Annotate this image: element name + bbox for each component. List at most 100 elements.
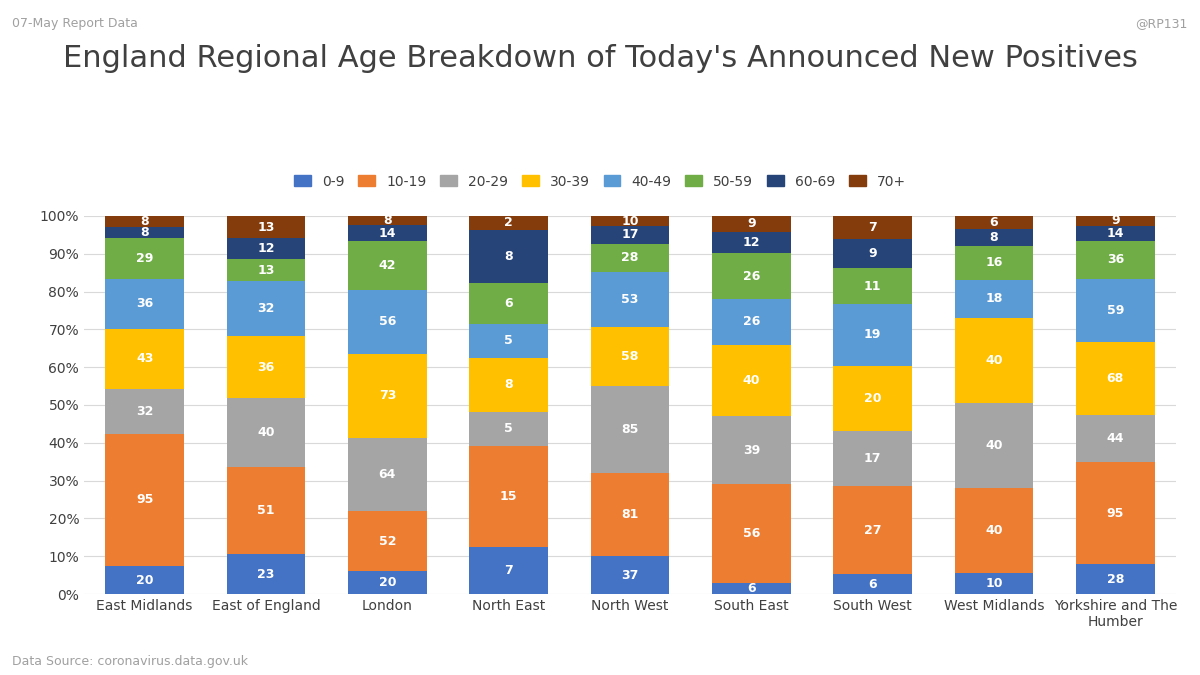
Text: 28: 28 xyxy=(622,252,638,265)
Text: 8: 8 xyxy=(140,215,149,228)
Bar xyxy=(590,473,670,556)
Bar xyxy=(712,485,791,583)
Bar xyxy=(469,446,548,547)
Bar xyxy=(954,403,1033,488)
Bar xyxy=(712,232,791,253)
Text: 26: 26 xyxy=(743,269,760,283)
Text: 13: 13 xyxy=(257,264,275,277)
Text: 11: 11 xyxy=(864,279,882,292)
Text: 37: 37 xyxy=(622,568,638,582)
Text: 68: 68 xyxy=(1106,373,1124,385)
Bar xyxy=(227,336,306,398)
Bar xyxy=(1076,279,1154,342)
Bar xyxy=(590,226,670,244)
Text: 23: 23 xyxy=(257,568,275,580)
Text: 9: 9 xyxy=(748,217,756,230)
Text: 73: 73 xyxy=(379,389,396,402)
Bar xyxy=(227,216,306,238)
Text: 56: 56 xyxy=(743,527,760,541)
Text: 07-May Report Data: 07-May Report Data xyxy=(12,17,138,30)
Text: 39: 39 xyxy=(743,443,760,456)
Text: 7: 7 xyxy=(869,221,877,234)
Bar xyxy=(1076,415,1154,462)
Bar xyxy=(954,573,1033,594)
Text: @RP131: @RP131 xyxy=(1135,17,1188,30)
Bar xyxy=(833,304,912,366)
Bar xyxy=(348,225,427,241)
Bar xyxy=(833,268,912,304)
Text: 17: 17 xyxy=(622,228,638,242)
Bar xyxy=(1076,225,1154,240)
Bar xyxy=(348,354,427,438)
Bar xyxy=(833,487,912,574)
Bar xyxy=(833,431,912,487)
Bar xyxy=(590,386,670,473)
Text: 40: 40 xyxy=(257,426,275,439)
Bar xyxy=(106,389,184,433)
Bar xyxy=(833,574,912,594)
Text: 59: 59 xyxy=(1106,304,1124,317)
Bar xyxy=(348,290,427,354)
Legend: 0-9, 10-19, 20-29, 30-39, 40-49, 50-59, 60-69, 70+: 0-9, 10-19, 20-29, 30-39, 40-49, 50-59, … xyxy=(289,169,911,194)
Text: 32: 32 xyxy=(136,405,154,418)
Text: 6: 6 xyxy=(504,297,512,310)
Bar xyxy=(833,366,912,431)
Bar xyxy=(469,230,548,284)
Bar xyxy=(954,246,1033,279)
Text: 8: 8 xyxy=(383,214,391,227)
Text: 10: 10 xyxy=(985,577,1003,590)
Text: 8: 8 xyxy=(990,231,998,244)
Text: England Regional Age Breakdown of Today's Announced New Positives: England Regional Age Breakdown of Today'… xyxy=(62,44,1138,73)
Text: 42: 42 xyxy=(378,259,396,272)
Text: 8: 8 xyxy=(504,250,512,263)
Bar xyxy=(469,324,548,358)
Text: 51: 51 xyxy=(257,504,275,517)
Text: 2: 2 xyxy=(504,216,514,230)
Text: 20: 20 xyxy=(378,576,396,589)
Bar xyxy=(712,299,791,345)
Bar xyxy=(469,284,548,324)
Bar xyxy=(712,583,791,594)
Bar xyxy=(106,216,184,227)
Text: 95: 95 xyxy=(1106,507,1124,520)
Bar xyxy=(712,345,791,416)
Text: 14: 14 xyxy=(378,227,396,240)
Text: 36: 36 xyxy=(257,360,275,374)
Text: 36: 36 xyxy=(1106,253,1124,267)
Text: 52: 52 xyxy=(378,535,396,547)
Bar xyxy=(590,272,670,327)
Text: 8: 8 xyxy=(140,226,149,239)
Text: 44: 44 xyxy=(1106,432,1124,446)
Text: 36: 36 xyxy=(136,298,154,310)
Text: 53: 53 xyxy=(622,293,638,306)
Text: 8: 8 xyxy=(504,378,512,392)
Text: 6: 6 xyxy=(990,216,998,229)
Text: 27: 27 xyxy=(864,524,882,537)
Bar xyxy=(1076,342,1154,415)
Bar xyxy=(590,556,670,594)
Text: 28: 28 xyxy=(1106,572,1124,585)
Bar xyxy=(106,329,184,389)
Text: 18: 18 xyxy=(985,292,1003,305)
Text: 10: 10 xyxy=(622,215,638,227)
Text: 16: 16 xyxy=(985,256,1003,269)
Text: 12: 12 xyxy=(257,242,275,255)
Bar xyxy=(469,216,548,230)
Text: 40: 40 xyxy=(985,524,1003,537)
Bar xyxy=(227,467,306,554)
Text: 85: 85 xyxy=(622,423,638,436)
Bar xyxy=(106,227,184,238)
Bar xyxy=(106,238,184,279)
Bar xyxy=(227,281,306,336)
Bar xyxy=(227,259,306,281)
Bar xyxy=(590,327,670,386)
Bar xyxy=(348,511,427,571)
Bar xyxy=(106,566,184,594)
Text: 12: 12 xyxy=(743,236,760,249)
Text: 15: 15 xyxy=(500,489,517,503)
Text: 6: 6 xyxy=(748,583,756,595)
Bar xyxy=(227,398,306,467)
Bar xyxy=(590,244,670,272)
Bar xyxy=(348,241,427,290)
Text: 13: 13 xyxy=(257,221,275,234)
